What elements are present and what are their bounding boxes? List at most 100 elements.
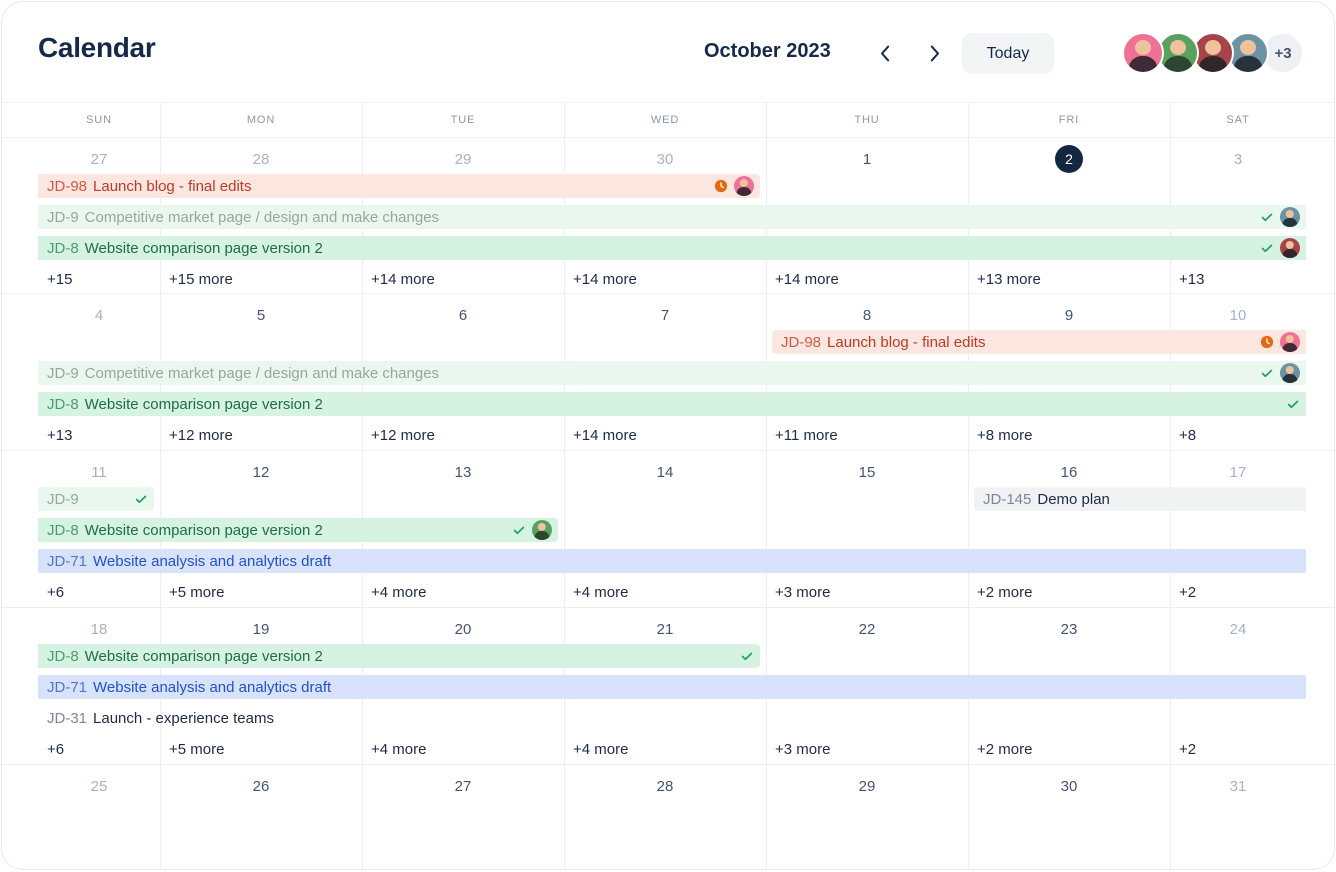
event-summary: Launch - experience teams bbox=[93, 709, 274, 727]
event-bar[interactable]: JD-8 Website comparison page version 2 bbox=[38, 518, 558, 542]
today-badge: 2 bbox=[1055, 145, 1083, 173]
date-cell: 13 bbox=[454, 463, 472, 481]
avatar bbox=[1280, 363, 1300, 383]
check-icon bbox=[1260, 210, 1274, 224]
date-cell: 10 bbox=[1229, 306, 1247, 324]
date-cell: 9 bbox=[1064, 306, 1074, 324]
overflow-indicator[interactable]: +14 more bbox=[775, 270, 839, 288]
weekday-label: FRI bbox=[1058, 114, 1080, 126]
event-summary: Competitive market page / design and mak… bbox=[84, 364, 440, 382]
overflow-indicator[interactable]: +15 bbox=[47, 270, 73, 288]
event-bar[interactable]: JD-9 Competitive market page / design an… bbox=[38, 361, 1306, 385]
overflow-indicator[interactable]: +2 bbox=[1179, 583, 1197, 601]
weekday-label: SUN bbox=[86, 114, 112, 126]
next-month-button[interactable] bbox=[918, 36, 952, 70]
event-bar[interactable]: JD-8 Website comparison page version 2 bbox=[38, 236, 1306, 260]
date-cell: 28 bbox=[656, 777, 674, 795]
date-cell: 5 bbox=[256, 306, 266, 324]
overflow-indicator[interactable]: +12 more bbox=[371, 426, 435, 444]
overflow-indicator[interactable]: +4 more bbox=[371, 740, 427, 758]
overflow-indicator[interactable]: +6 bbox=[47, 583, 65, 601]
event-bar[interactable]: JD-71 Website analysis and analytics dra… bbox=[38, 549, 1306, 573]
date-cell: 14 bbox=[656, 463, 674, 481]
date-cell: 3 bbox=[1233, 150, 1243, 168]
grid-line-vertical bbox=[362, 102, 363, 869]
event-bar[interactable]: JD-98 Launch blog - final edits bbox=[38, 174, 760, 198]
week-row: 27 28 29 30 1 2 3 JD-98 Launch blog - fi… bbox=[2, 138, 1334, 293]
avatar bbox=[532, 520, 552, 540]
event-bar[interactable]: JD-98 Launch blog - final edits bbox=[772, 330, 1306, 354]
avatar bbox=[1280, 207, 1300, 227]
event-bar[interactable]: JD-71 Website analysis and analytics dra… bbox=[38, 675, 1306, 699]
date-cell: 24 bbox=[1229, 620, 1247, 638]
event-bar[interactable]: JD-8 Website comparison page version 2 bbox=[38, 644, 760, 668]
date-cell: 22 bbox=[858, 620, 876, 638]
page-title: Calendar bbox=[38, 32, 156, 63]
event-summary: Website comparison page version 2 bbox=[84, 395, 323, 413]
overflow-indicator[interactable]: +14 more bbox=[371, 270, 435, 288]
date-cell: 31 bbox=[1229, 777, 1247, 795]
check-icon bbox=[740, 649, 754, 663]
overflow-indicator[interactable]: +2 more bbox=[977, 740, 1033, 758]
avatar-group: +3 bbox=[1122, 32, 1304, 74]
avatar[interactable] bbox=[1122, 32, 1164, 74]
date-cell: 29 bbox=[454, 150, 472, 168]
chevron-right-icon bbox=[930, 45, 940, 62]
grid-line-vertical bbox=[1170, 102, 1171, 869]
weekday-label: MON bbox=[246, 114, 276, 126]
overflow-indicator[interactable]: +13 more bbox=[977, 270, 1041, 288]
overflow-indicator[interactable]: +4 more bbox=[573, 740, 629, 758]
overflow-indicator[interactable]: +8 bbox=[1179, 426, 1197, 444]
overflow-indicator[interactable]: +8 more bbox=[977, 426, 1033, 444]
overflow-indicator[interactable]: +14 more bbox=[573, 270, 637, 288]
date-cell: 26 bbox=[252, 777, 270, 795]
overflow-indicator[interactable]: +3 more bbox=[775, 583, 831, 601]
check-icon bbox=[1260, 241, 1274, 255]
avatar bbox=[1280, 238, 1300, 258]
prev-month-button[interactable] bbox=[868, 36, 902, 70]
event-key: JD-8 bbox=[47, 239, 79, 257]
event-key: JD-31 bbox=[47, 709, 88, 727]
weekday-label: WED bbox=[650, 114, 680, 126]
avatar bbox=[1280, 332, 1300, 352]
date-cell: 4 bbox=[94, 306, 104, 324]
overflow-indicator[interactable]: +3 more bbox=[775, 740, 831, 758]
overflow-indicator[interactable]: +4 more bbox=[573, 583, 629, 601]
event-bar[interactable]: JD-9 Competitive market page / design an… bbox=[38, 205, 1306, 229]
event-bar[interactable]: JD-8 Website comparison page version 2 bbox=[38, 392, 1306, 416]
overflow-indicator[interactable]: +2 bbox=[1179, 740, 1197, 758]
event-bar[interactable]: JD-145 Demo plan bbox=[974, 487, 1306, 511]
overflow-indicator[interactable]: +11 more bbox=[775, 426, 838, 444]
date-cell: 25 bbox=[90, 777, 108, 795]
overflow-indicator[interactable]: +13 bbox=[1179, 270, 1205, 288]
overflow-indicator[interactable]: +13 bbox=[47, 426, 73, 444]
check-icon bbox=[134, 492, 148, 506]
overflow-indicator[interactable]: +2 more bbox=[977, 583, 1033, 601]
event-summary: Website comparison page version 2 bbox=[84, 647, 323, 665]
overflow-indicator[interactable]: +6 bbox=[47, 740, 65, 758]
date-cell: 8 bbox=[862, 306, 872, 324]
date-cell: 16 bbox=[1060, 463, 1078, 481]
date-cell: 12 bbox=[252, 463, 270, 481]
event-bar[interactable]: JD-31 Launch - experience teams bbox=[38, 706, 1306, 730]
event-key: JD-8 bbox=[47, 395, 79, 413]
event-key: JD-145 bbox=[983, 490, 1032, 508]
date-cell: 29 bbox=[858, 777, 876, 795]
event-key: JD-8 bbox=[47, 521, 79, 539]
event-key: JD-9 bbox=[47, 208, 79, 226]
date-cell: 6 bbox=[458, 306, 468, 324]
overflow-indicator[interactable]: +15 more bbox=[169, 270, 233, 288]
date-cell: 30 bbox=[656, 150, 674, 168]
overflow-indicator[interactable]: +12 more bbox=[169, 426, 233, 444]
today-button[interactable]: Today bbox=[962, 33, 1054, 74]
week-row: 18 19 20 21 22 23 24 JD-8 Website compar… bbox=[2, 607, 1334, 764]
date-cell: 21 bbox=[656, 620, 674, 638]
date-cell: 27 bbox=[454, 777, 472, 795]
overflow-indicator[interactable]: +14 more bbox=[573, 426, 637, 444]
avatar-overflow-badge[interactable]: +3 bbox=[1262, 32, 1304, 74]
event-bar[interactable]: JD-9 bbox=[38, 487, 154, 511]
overflow-indicator[interactable]: +5 more bbox=[169, 740, 225, 758]
overflow-indicator[interactable]: +4 more bbox=[371, 583, 427, 601]
overflow-indicator[interactable]: +5 more bbox=[169, 583, 225, 601]
